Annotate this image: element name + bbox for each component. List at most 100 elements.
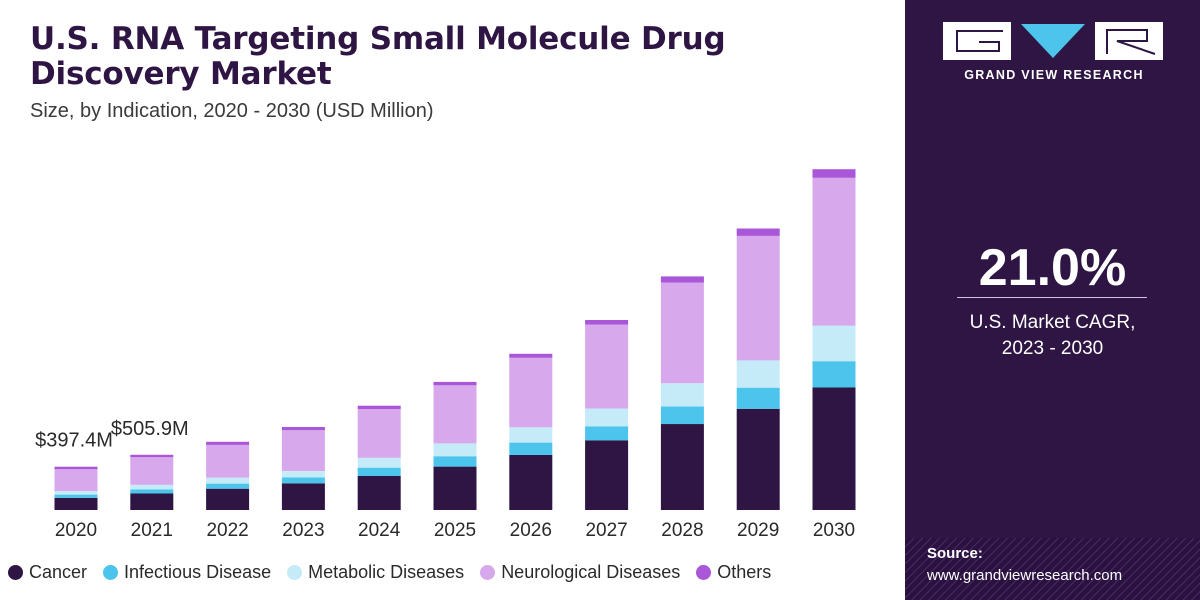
bar-segment-infectious-disease-2020 [54, 494, 98, 498]
bar-segment-infectious-disease-2029 [736, 387, 780, 409]
legend-swatch-metabolic-diseases [287, 565, 303, 580]
x-tick-label-2026: 2026 [510, 520, 552, 541]
source-label: Source: [927, 545, 983, 562]
bar-segment-metabolic-diseases-2021 [130, 484, 174, 490]
bar-segment-infectious-disease-2021 [130, 489, 174, 494]
bar-segment-cancer-2023 [281, 483, 325, 510]
bar-segment-cancer-2027 [585, 440, 629, 510]
legend-label-others: Others [717, 562, 772, 582]
bar-segment-cancer-2030 [812, 387, 856, 510]
bar-segment-others-2030 [812, 169, 856, 178]
chart-subtitle: Size, by Indication, 2020 - 2030 (USD Mi… [30, 100, 434, 122]
x-tick-label-2024: 2024 [358, 520, 401, 541]
cagr-label-line1: U.S. Market CAGR, [969, 312, 1136, 333]
bar-segment-metabolic-diseases-2022 [206, 477, 250, 484]
legend-swatch-others [696, 565, 712, 580]
bar-segment-metabolic-diseases-2025 [433, 443, 477, 457]
x-tick-label-2029: 2029 [737, 520, 779, 541]
bar-segment-neurological-diseases-2028 [660, 282, 704, 384]
bar-segment-cancer-2026 [509, 455, 553, 510]
bar-segment-metabolic-diseases-2026 [509, 427, 553, 443]
x-tick-label-2020: 2020 [55, 520, 97, 541]
bar-segment-infectious-disease-2024 [357, 467, 401, 476]
cagr-label: U.S. Market CAGR, 2023 - 2030 [905, 310, 1200, 362]
bar-segment-infectious-disease-2025 [433, 456, 477, 467]
bar-segment-metabolic-diseases-2020 [54, 491, 98, 495]
bar-segment-cancer-2021 [130, 493, 174, 510]
bar-segment-infectious-disease-2023 [281, 477, 325, 484]
legend-item-others: Others [696, 562, 771, 583]
x-tick-label-2025: 2025 [434, 520, 476, 541]
divider [957, 297, 1147, 298]
bar-segment-others-2026 [509, 353, 553, 358]
data-label-2021: $505.9M [111, 418, 189, 440]
x-tick-label-2023: 2023 [282, 520, 324, 541]
bar-segment-metabolic-diseases-2027 [585, 408, 629, 427]
bar-segment-neurological-diseases-2025 [433, 385, 477, 444]
bar-segment-cancer-2020 [54, 497, 98, 510]
chart-legend: Cancer Infectious Disease Metabolic Diseas… [8, 562, 771, 583]
summary-panel: GRAND VIEW RESEARCH 21.0% U.S. Market CA… [905, 0, 1200, 600]
bar-segment-neurological-diseases-2026 [509, 357, 553, 428]
brand-logo: GRAND VIEW RESEARCH [943, 22, 1165, 82]
bar-segment-others-2029 [736, 228, 780, 236]
bar-segment-cancer-2029 [736, 408, 780, 510]
legend-item-infectious-disease: Infectious Disease [103, 562, 271, 583]
bar-segment-others-2020 [54, 466, 98, 470]
bar-segment-neurological-diseases-2030 [812, 177, 856, 326]
x-tick-label-2028: 2028 [661, 520, 703, 541]
source-link[interactable]: www.grandviewresearch.com [927, 567, 1123, 584]
legend-swatch-infectious-disease [103, 565, 119, 580]
x-tick-label-2022: 2022 [206, 520, 248, 541]
bar-segment-neurological-diseases-2029 [736, 236, 780, 361]
bar-segment-others-2025 [433, 381, 477, 386]
bar-segment-infectious-disease-2022 [206, 483, 250, 489]
bar-segment-others-2028 [660, 276, 704, 283]
bar-segment-cancer-2024 [357, 476, 401, 510]
data-label-2020: $397.4M [35, 430, 113, 452]
legend-swatch-cancer [8, 565, 23, 580]
bar-segment-infectious-disease-2028 [660, 406, 704, 425]
bar-segment-metabolic-diseases-2023 [281, 471, 325, 478]
bar-segment-neurological-diseases-2020 [54, 469, 98, 492]
bar-segment-neurological-diseases-2024 [357, 409, 401, 458]
cagr-label-line2: 2023 - 2030 [1001, 338, 1104, 359]
x-tick-label-2027: 2027 [585, 520, 627, 541]
chart-area: U.S. RNA Targeting Small Molecule Drug D… [8, 21, 856, 583]
logo-r-icon [1095, 22, 1163, 60]
legend-item-neurological-diseases: Neurological Diseases [480, 562, 680, 583]
bar-segment-others-2024 [357, 405, 401, 410]
legend-swatch-neurological-diseases [480, 565, 496, 580]
bar-segment-neurological-diseases-2022 [206, 444, 250, 478]
bar-segment-others-2023 [281, 427, 325, 431]
legend-item-cancer: Cancer [8, 562, 87, 583]
stacked-bar-chart: 2020 2021 2022 2023 2024 2025 2026 2027 2028 2029… [35, 169, 856, 541]
logo-mark [943, 22, 1165, 60]
brand-name: GRAND VIEW RESEARCH [964, 68, 1144, 82]
bar-segment-others-2027 [585, 320, 629, 325]
source-background [905, 538, 1200, 600]
bar-segment-neurological-diseases-2023 [281, 430, 325, 471]
x-tick-label-2021: 2021 [131, 520, 173, 541]
chart-title: U.S. RNA Targeting Small Molecule Drug D… [30, 21, 726, 92]
bar-segment-others-2022 [206, 441, 250, 445]
logo-g-icon [943, 22, 1011, 60]
logo-v-icon [1021, 24, 1085, 58]
legend-label-infectious-disease: Infectious Disease [124, 562, 272, 582]
bar-segment-infectious-disease-2026 [509, 442, 553, 455]
bar-segment-infectious-disease-2027 [585, 426, 629, 441]
bar-segment-cancer-2028 [660, 424, 704, 510]
x-tick-label-2030: 2030 [813, 520, 855, 541]
bar-segment-others-2021 [130, 454, 174, 458]
bar-segment-cancer-2022 [206, 488, 250, 510]
bar-segment-cancer-2025 [433, 466, 477, 510]
bar-segment-neurological-diseases-2027 [585, 324, 629, 409]
bar-segment-metabolic-diseases-2028 [660, 383, 704, 407]
bar-segment-neurological-diseases-2021 [130, 457, 174, 485]
legend-label-neurological-diseases: Neurological Diseases [501, 562, 681, 582]
legend-label-metabolic-diseases: Metabolic Diseases [308, 562, 465, 582]
legend-item-metabolic-diseases: Metabolic Diseases [287, 562, 464, 583]
bar-segment-metabolic-diseases-2024 [357, 457, 401, 468]
bar-segment-metabolic-diseases-2030 [812, 325, 856, 362]
